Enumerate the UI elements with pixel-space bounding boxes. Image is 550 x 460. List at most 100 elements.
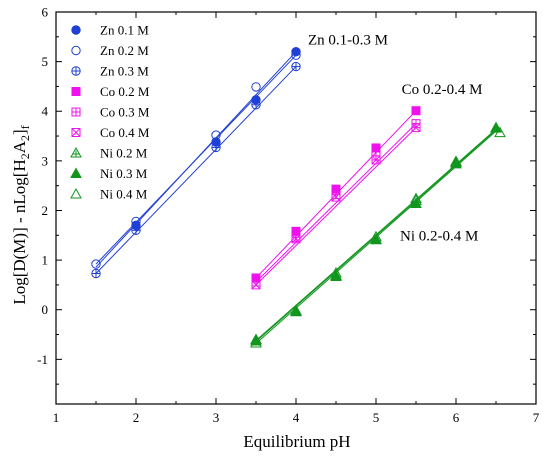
marker-shape <box>251 280 261 290</box>
y-tick-label: 4 <box>42 104 49 119</box>
marker-shape <box>494 126 506 138</box>
legend: Zn 0.1 M Zn 0.2 M Zn 0.3 M Co 0.2 M Co 0.3 M… <box>70 23 150 202</box>
marker-circle-open <box>211 130 221 140</box>
marker-shape <box>71 128 81 137</box>
marker-triangle-open <box>290 304 302 316</box>
marker-x-2 <box>291 234 301 244</box>
legend-label: Co 0.2 M <box>100 84 150 99</box>
marker-circle-plus <box>291 61 301 72</box>
marker-square-filled <box>411 106 421 116</box>
annotation-label: Zn 0.1-0.3 M <box>308 32 388 48</box>
marker-square-x <box>291 234 301 244</box>
legend-label: Ni 0.3 M <box>100 166 148 181</box>
marker-triangle-open <box>494 126 506 138</box>
marker-triangle-open <box>70 187 82 199</box>
axis-ticks: 1 2 3 4 5 6 7 -1 0 1 2 3 4 5 6 <box>37 5 540 426</box>
fit-line-zn-1 <box>95 54 297 265</box>
marker-shape <box>250 336 262 348</box>
y-tick-label: 5 <box>42 54 49 69</box>
marker-shape <box>70 167 82 178</box>
marker-triangle-plus <box>70 146 82 158</box>
marker-square-x <box>251 280 261 290</box>
y-tick-label: 0 <box>42 302 49 317</box>
marker-shape <box>71 25 81 35</box>
marker-circle-plus <box>211 142 221 153</box>
marker-circle-open <box>91 259 101 269</box>
marker-x-2 <box>331 192 341 202</box>
marker-shape <box>370 233 382 245</box>
legend-label: Ni 0.4 M <box>100 187 148 202</box>
marker-shape <box>371 143 381 153</box>
marker-circle-open <box>251 82 261 92</box>
marker-triangle-filled <box>370 233 382 245</box>
marker-shape <box>411 106 421 116</box>
y-tick-label: 3 <box>42 153 49 168</box>
marker-triangle-open <box>250 336 262 348</box>
marker-shape <box>71 45 81 56</box>
legend-label: Zn 0.2 M <box>100 43 149 58</box>
y-axis-title-sub-f: f <box>18 125 32 129</box>
marker-triangle-filled <box>490 121 502 133</box>
marker-triangle-filled <box>70 167 82 178</box>
legend-label: Zn 0.1 M <box>100 23 149 38</box>
x-tick-label: 3 <box>213 410 220 425</box>
marker-x-2 <box>71 128 81 137</box>
y-axis-title-sub-2: 2 <box>18 153 32 159</box>
y-axis-title-a: A <box>10 140 29 153</box>
marker-square-plus <box>71 107 81 117</box>
fit-line-co-5 <box>255 127 417 286</box>
marker-circle-open <box>71 45 81 56</box>
y-tick-label: 2 <box>42 203 49 218</box>
marker-shape <box>450 155 462 166</box>
x-tick-label: 7 <box>533 410 540 425</box>
marker-triangle-open <box>450 155 462 166</box>
x-tick-label: 1 <box>53 410 60 425</box>
marker-square-x <box>371 155 381 165</box>
marker-square-x <box>331 192 341 202</box>
marker-x-2 <box>251 280 261 290</box>
marker-shape <box>290 304 302 316</box>
y-axis-title-sub-2b: 2 <box>18 135 32 141</box>
marker-circle-open <box>131 216 141 227</box>
marker-shape <box>291 234 301 244</box>
y-tick-label: -1 <box>37 352 48 367</box>
marker-shape <box>370 230 382 242</box>
y-tick-label: 6 <box>42 5 49 20</box>
x-tick-label: 5 <box>373 410 380 425</box>
x-axis-title: Equilibrium pH <box>243 432 350 451</box>
marker-circle-plus <box>251 100 261 110</box>
marker-triangle-open <box>410 192 422 204</box>
legend-label: Ni 0.2 M <box>100 146 148 161</box>
legend-label: Co 0.4 M <box>100 125 150 140</box>
marker-x-2 <box>371 155 381 165</box>
marker-square-filled <box>371 143 381 153</box>
fit-line-co-4 <box>255 123 417 283</box>
marker-shape <box>371 155 381 165</box>
marker-shape <box>291 46 301 57</box>
marker-shape <box>410 192 422 204</box>
marker-circle-filled <box>71 25 81 35</box>
marker-shape <box>411 123 421 133</box>
annotation-label: Ni 0.2-0.4 M <box>400 228 478 244</box>
x-tick-label: 6 <box>453 410 460 425</box>
marker-square-filled <box>71 87 81 96</box>
marker-circle-plus <box>71 66 81 76</box>
marker-triangle-open <box>370 230 382 242</box>
marker-x-2 <box>411 123 421 132</box>
y-axis-title: Log[D(M)] - nLog[H2A2]f <box>10 125 32 304</box>
fit-line-zn-2 <box>95 66 297 274</box>
marker-shape <box>91 259 101 269</box>
marker-shape <box>70 187 82 199</box>
marker-shape <box>71 87 81 96</box>
annotations: Zn 0.1-0.3 M Co 0.2-0.4 M Ni 0.2-0.4 M <box>308 32 482 244</box>
annotation-label: Co 0.2-0.4 M <box>402 82 483 98</box>
marker-shape <box>330 266 342 278</box>
marker-shape <box>131 216 141 227</box>
x-tick-label: 4 <box>293 410 300 425</box>
marker-shape <box>211 130 221 140</box>
marker-shape <box>251 82 261 92</box>
marker-triangle-open <box>330 266 342 278</box>
marker-circle-plus <box>131 225 141 236</box>
x-tick-label: 2 <box>133 410 140 425</box>
